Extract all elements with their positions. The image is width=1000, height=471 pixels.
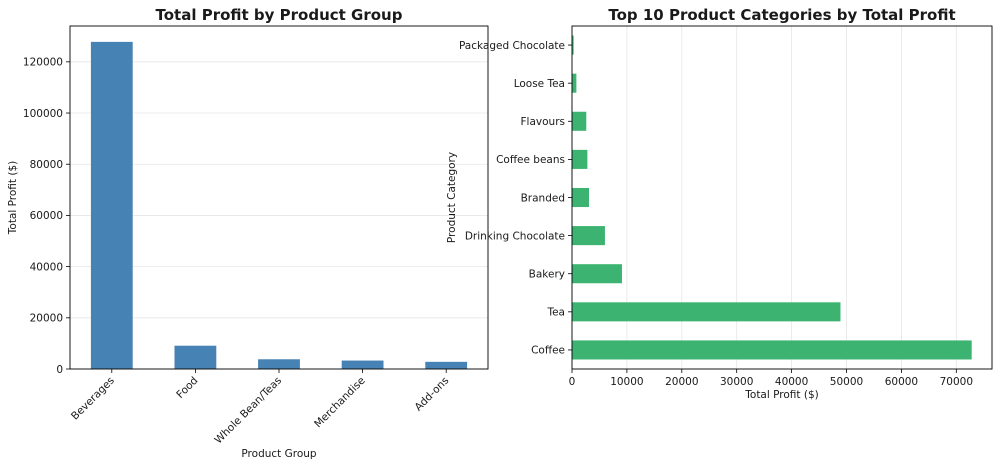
chart1-y-tick-label: 100000 <box>23 108 63 120</box>
chart2-x-tick-label: 70000 <box>940 376 973 388</box>
chart1-bar <box>90 41 133 369</box>
profit-by-group-chart: Total Profit by Product Group 0 20000 4000… <box>7 6 489 460</box>
chart2-y-axis-label: Product Category <box>446 152 458 243</box>
chart2-bar <box>572 149 588 169</box>
chart2-bar <box>572 226 605 246</box>
top-categories-chart: Top 10 Product Categories by Total Profi… <box>446 6 993 401</box>
chart2-x-ticks: 0 10000 20000 30000 40000 50000 60000 70000 <box>569 369 973 388</box>
chart1-y-tick-label: 0 <box>56 364 63 376</box>
chart1-y-tick-label: 80000 <box>30 159 63 171</box>
chart2-x-tick-label: 20000 <box>665 376 698 388</box>
chart1-x-axis-label: Product Group <box>241 448 317 460</box>
chart2-bar <box>572 111 587 131</box>
chart1-y-tick-label: 120000 <box>23 57 63 69</box>
chart2-x-tick-label: 40000 <box>775 376 808 388</box>
chart2-bars <box>572 35 972 360</box>
chart2-y-ticks: Coffee Tea Bakery Drinking Chocolate Branded… <box>459 40 572 357</box>
chart2-x-tick-label: 50000 <box>830 376 863 388</box>
chart1-y-tick-label: 60000 <box>30 210 63 222</box>
chart2-y-tick-label: Flavours <box>521 116 565 128</box>
chart2-y-tick-label: Coffee <box>531 345 565 357</box>
chart1-bar <box>425 361 468 369</box>
chart1-bar <box>174 345 217 369</box>
chart2-bar <box>572 35 574 55</box>
chart2-bar <box>572 187 590 208</box>
chart2-x-tick-label: 60000 <box>885 376 918 388</box>
chart1-y-ticks: 0 20000 40000 60000 80000 100000 120000 <box>23 57 70 376</box>
chart2-bar <box>572 302 841 322</box>
chart1-x-tick-label: Whole Bean/Teas <box>212 375 284 447</box>
chart2-y-tick-label: Bakery <box>529 269 565 281</box>
chart1-x-tick-label: Food <box>174 375 200 401</box>
chart1-title: Total Profit by Product Group <box>156 6 403 24</box>
chart1-y-axis-label: Total Profit ($) <box>7 161 19 235</box>
chart2-bar <box>572 264 622 284</box>
chart1-x-ticks: Beverages Food Whole Bean/Teas Merchandise A… <box>69 369 451 446</box>
chart2-y-tick-label: Tea <box>546 307 565 319</box>
chart1-bars <box>90 41 468 369</box>
chart1-gridlines <box>70 61 488 370</box>
chart1-y-tick-label: 20000 <box>30 313 63 325</box>
chart2-y-tick-label: Coffee beans <box>496 154 565 166</box>
chart1-bar <box>341 360 384 369</box>
chart2-bar <box>572 73 577 93</box>
chart2-y-tick-label: Drinking Chocolate <box>465 230 565 242</box>
chart1-bar <box>258 359 300 369</box>
chart2-y-tick-label: Branded <box>521 192 565 204</box>
chart1-x-tick-label: Merchandise <box>312 375 368 431</box>
chart2-bar <box>572 340 972 360</box>
chart2-x-tick-label: 0 <box>569 376 576 388</box>
chart2-title: Top 10 Product Categories by Total Profi… <box>608 6 955 24</box>
chart1-y-tick-label: 40000 <box>30 261 63 273</box>
chart2-x-axis-label: Total Profit ($) <box>744 389 818 401</box>
chart2-x-tick-label: 30000 <box>720 376 753 388</box>
chart2-y-tick-label: Packaged Chocolate <box>459 40 565 52</box>
chart1-x-tick-label: Add-ons <box>413 375 452 414</box>
chart2-y-tick-label: Loose Tea <box>514 78 565 90</box>
chart2-x-tick-label: 10000 <box>610 376 643 388</box>
chart1-x-tick-label: Beverages <box>69 375 117 423</box>
